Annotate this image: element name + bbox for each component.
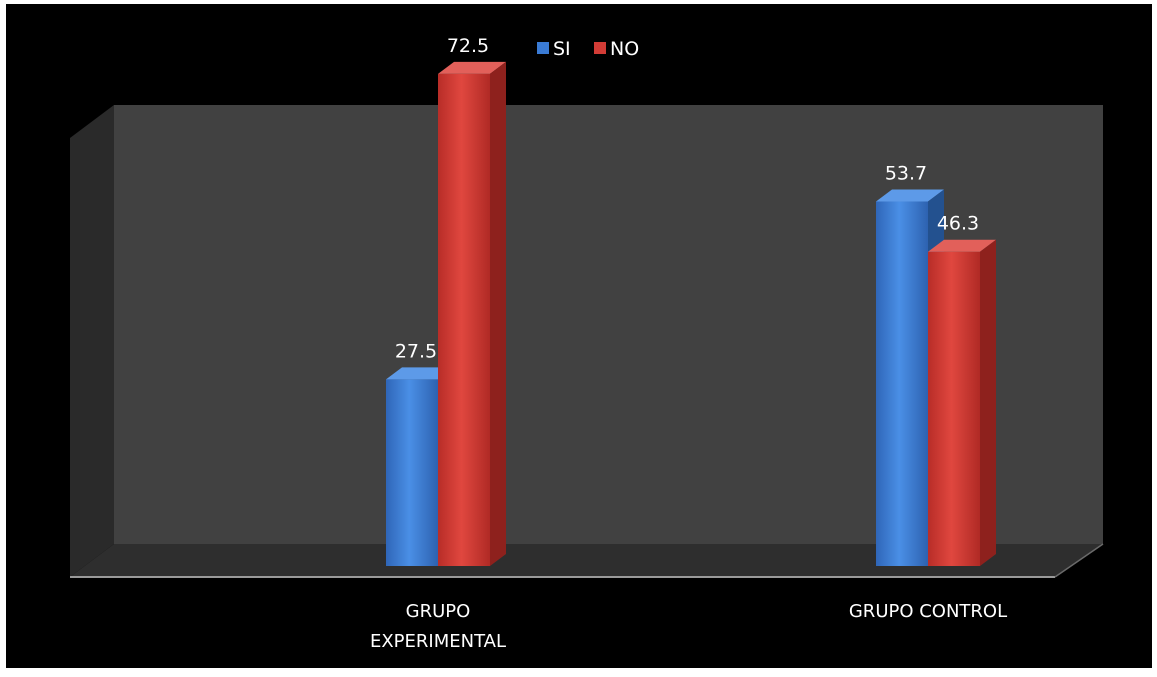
bar-front [438, 73, 490, 566]
bar-top [386, 367, 454, 380]
category-label-1-line-0: GRUPO CONTROL [849, 601, 1007, 622]
legend-label-no: NO [610, 38, 639, 60]
legend-swatch-no [594, 42, 606, 54]
bar-no-1 [928, 239, 996, 566]
chart-frame: SI NO 27.5 72.5 53.7 46.3 GRUPO EXPERIMENTAL… [6, 4, 1152, 668]
chart-svg: SI NO 27.5 72.5 53.7 46.3 GRUPO EXPERIMENTAL… [70, 35, 1104, 652]
bar-side [490, 61, 506, 566]
legend: SI NO [537, 38, 639, 60]
chart-floor [70, 544, 1103, 577]
bar-front [876, 201, 928, 567]
data-label-no-0: 72.5 [447, 35, 489, 57]
chart-side-wall [70, 105, 114, 577]
floor-front-edge [1054, 543, 1104, 578]
bar-no-0 [438, 61, 506, 566]
legend-swatch-si [537, 42, 549, 54]
bar-top [438, 61, 506, 74]
bar-top [928, 239, 996, 252]
category-labels-group: GRUPO EXPERIMENTAL GRUPO CONTROL [370, 601, 1007, 652]
data-label-si-0: 27.5 [395, 340, 437, 362]
data-label-si-1: 53.7 [885, 163, 927, 185]
bar-front [386, 379, 438, 566]
bar-front [928, 251, 980, 566]
bar-top [876, 189, 944, 202]
category-label-0-line-1: EXPERIMENTAL [370, 631, 506, 652]
bars-group [386, 61, 996, 567]
category-label-0-line-0: GRUPO [406, 601, 471, 622]
bar-side [980, 239, 996, 566]
legend-label-si: SI [553, 38, 571, 60]
data-label-no-1: 46.3 [937, 213, 979, 235]
data-labels-group: 27.5 72.5 53.7 46.3 [395, 35, 979, 362]
